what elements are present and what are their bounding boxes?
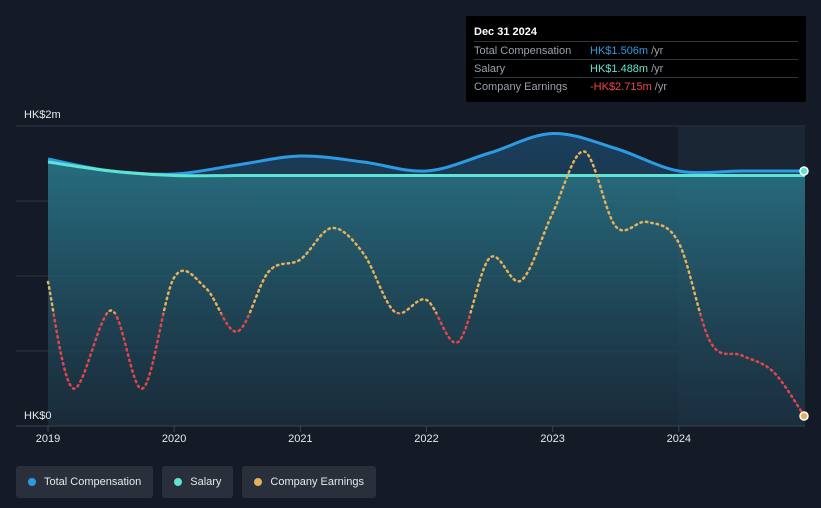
earnings-end-point — [799, 411, 809, 421]
tooltip-label: Company Earnings — [474, 80, 568, 93]
tooltip-row-total-compensation: Total Compensation HK$1.506m /yr — [474, 41, 798, 59]
tooltip-label: Total Compensation — [474, 44, 572, 57]
x-tick-label: 2024 — [667, 433, 691, 445]
legend-dot-icon — [254, 478, 263, 486]
legend-label: Company Earnings — [270, 476, 364, 488]
company-earnings-line — [46, 150, 702, 314]
legend-dot-icon — [28, 478, 36, 486]
series-lines — [46, 131, 809, 421]
salary-line — [47, 160, 805, 178]
legend-dot-icon — [174, 478, 183, 486]
x-tick-label: 2023 — [540, 433, 564, 445]
tooltip-value: HK$1.488m — [590, 62, 649, 75]
tooltip-label: Salary — [474, 62, 506, 75]
x-tick-label: 2019 — [36, 433, 60, 445]
legend: Total Compensation Salary Company Earnin… — [16, 466, 376, 498]
x-tick-label: 2021 — [288, 433, 312, 445]
legend-label: Total Compensation — [44, 476, 142, 488]
tooltip-unit: /yr — [651, 44, 664, 57]
axes: HK$2m HK$0 2019 2020 2021 2022 2023 2024 — [16, 109, 805, 445]
tooltip-value: HK$1.506m — [590, 44, 649, 57]
legend-label: Salary — [190, 476, 222, 488]
tooltip-row-company-earnings: Company Earnings -HK$2.715m /yr — [474, 77, 798, 95]
tooltip-unit: /yr — [651, 62, 664, 75]
x-tick-label: 2022 — [414, 433, 438, 445]
legend-item-total-compensation[interactable]: Total Compensation — [16, 466, 154, 498]
legend-item-company-earnings[interactable]: Company Earnings — [242, 466, 376, 498]
tooltip-row-salary: Salary HK$1.488m /yr — [474, 59, 798, 77]
tooltip-date: Dec 31 2024 — [474, 26, 537, 38]
y-tick-label: HK$0 — [24, 410, 52, 422]
tooltip-unit: /yr — [654, 80, 667, 93]
y-tick-label: HK$2m — [24, 109, 61, 121]
tooltip: Dec 31 2024 Total Compensation HK$1.506m… — [466, 16, 806, 102]
salary-end-point — [799, 166, 809, 176]
company-earnings-negative-line — [52, 313, 807, 419]
legend-item-salary[interactable]: Salary — [162, 466, 234, 498]
tooltip-value: -HK$2.715m — [590, 80, 652, 93]
salary-area — [48, 162, 805, 426]
x-tick-label: 2020 — [162, 433, 186, 445]
